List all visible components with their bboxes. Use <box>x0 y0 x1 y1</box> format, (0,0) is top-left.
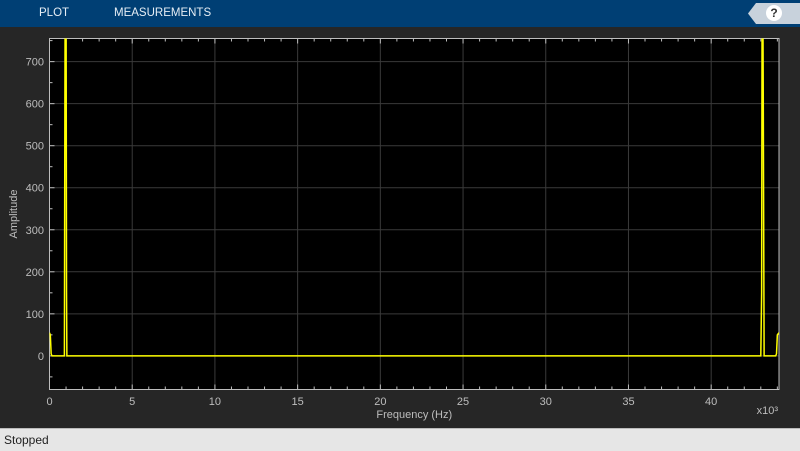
x-tick-label: 10 <box>209 396 221 408</box>
status-text: Stopped <box>4 433 49 447</box>
y-tick-label: 500 <box>26 141 44 153</box>
x-tick-label: 40 <box>705 396 717 408</box>
x-tick-label: 20 <box>374 396 386 408</box>
y-axis-label: Amplitude <box>8 190 20 239</box>
x-tick-label: 0 <box>46 396 52 408</box>
plot-area <box>49 38 779 390</box>
x-axis-label: Frequency (Hz) <box>376 409 452 421</box>
tab-measurements[interactable]: MEASUREMENTS <box>114 7 212 19</box>
y-tick-label: 0 <box>38 351 44 363</box>
x-tick-label: 30 <box>540 396 552 408</box>
tab-plot[interactable]: PLOT <box>39 7 70 19</box>
x-tick-label: 35 <box>622 396 634 408</box>
toolstrip: PLOT MEASUREMENTS ? <box>0 0 800 27</box>
x-multiplier-label: x10³ <box>757 405 779 417</box>
spectrum-line <box>49 38 779 357</box>
y-tick-label: 100 <box>26 309 44 321</box>
help-button[interactable]: ? <box>748 3 800 24</box>
x-tick-label: 15 <box>292 396 304 408</box>
y-tick-label: 600 <box>26 99 44 111</box>
y-tick-label: 300 <box>26 225 44 237</box>
x-tick-label: 25 <box>457 396 469 408</box>
spectrum-chart: 0 5 10 15 20 25 30 35 400100200300400500600700Fr… <box>8 38 780 421</box>
question-mark-icon: ? <box>766 5 782 21</box>
plot-border <box>49 38 780 390</box>
y-tick-label: 400 <box>26 183 44 195</box>
x-tick-label: 5 <box>129 396 135 408</box>
y-tick-label: 700 <box>26 57 44 69</box>
y-tick-label: 200 <box>26 267 44 279</box>
status-bar: Stopped <box>0 428 800 451</box>
